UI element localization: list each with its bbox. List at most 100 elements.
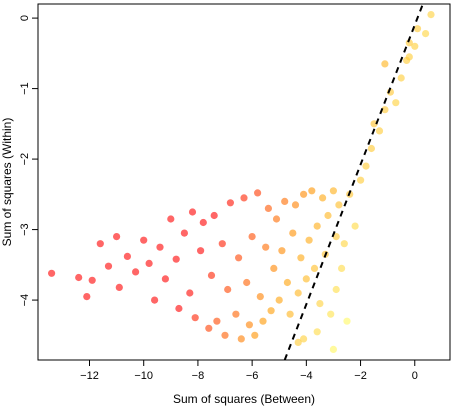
scatter-point bbox=[327, 310, 335, 318]
scatter-point bbox=[132, 268, 140, 276]
scatter-point bbox=[123, 252, 131, 260]
scatter-point bbox=[332, 285, 340, 294]
scatter-point bbox=[305, 236, 313, 244]
scatter-point bbox=[329, 345, 337, 353]
scatter-point bbox=[256, 293, 264, 301]
scatter-point bbox=[167, 215, 175, 223]
x-axis: −12 −10 −8 −6 −4 −2 0 bbox=[80, 360, 418, 382]
scatter-point bbox=[191, 314, 199, 322]
scatter-point bbox=[156, 243, 164, 251]
scatter-point bbox=[267, 307, 275, 315]
scatter-point bbox=[145, 259, 153, 267]
scatter-point bbox=[357, 176, 365, 184]
scatter-point bbox=[175, 304, 183, 313]
x-axis-label: Sum of squares (Between) bbox=[173, 392, 315, 406]
scatter-point bbox=[313, 328, 321, 336]
x-tick-label: −4 bbox=[300, 370, 313, 382]
scatter-point bbox=[213, 317, 221, 325]
scatter-point bbox=[272, 215, 281, 223]
scatter-point bbox=[392, 99, 400, 107]
scatter-point bbox=[221, 331, 229, 339]
scatter-point bbox=[362, 162, 370, 170]
plot-area-frame bbox=[37, 3, 451, 361]
scatter-point bbox=[113, 233, 121, 241]
scatter-point bbox=[302, 275, 310, 283]
scatter-point bbox=[259, 317, 267, 325]
scatter-point bbox=[245, 321, 253, 329]
y-tick-label: −2 bbox=[19, 153, 31, 166]
scatter-point bbox=[210, 211, 218, 220]
scatter-point bbox=[264, 204, 272, 212]
scatter-point bbox=[205, 324, 213, 332]
scatter-point bbox=[243, 278, 251, 287]
scatter-point bbox=[411, 42, 419, 50]
scatter-point bbox=[248, 233, 256, 241]
scatter-point bbox=[286, 310, 294, 318]
scatter-point bbox=[254, 189, 262, 197]
x-tick-label: −2 bbox=[354, 370, 367, 382]
scatter-point bbox=[88, 276, 96, 284]
x-tick-label: −12 bbox=[80, 370, 99, 382]
scatter-point bbox=[381, 106, 389, 114]
scatter-point bbox=[278, 247, 286, 255]
scatter-point bbox=[291, 201, 300, 209]
scatter-point bbox=[329, 187, 337, 195]
scatter-point bbox=[96, 240, 104, 248]
reference-line bbox=[283, 3, 424, 361]
scatter-point bbox=[283, 278, 291, 287]
scatter-point bbox=[180, 229, 188, 237]
scatter-point bbox=[48, 269, 56, 277]
scatter-point bbox=[351, 222, 359, 230]
x-tick-label: −10 bbox=[134, 370, 153, 382]
y-tick-label: 0 bbox=[19, 15, 31, 21]
scatter-point bbox=[224, 285, 232, 294]
scatter-point bbox=[218, 240, 226, 248]
scatter-points bbox=[48, 11, 435, 353]
scatter-point bbox=[140, 236, 148, 244]
scatter-point bbox=[332, 233, 340, 241]
y-tick-label: −1 bbox=[19, 82, 31, 95]
scatter-point bbox=[237, 335, 245, 343]
scatter-point bbox=[151, 296, 159, 304]
scatter-point bbox=[338, 264, 346, 272]
scatter-point bbox=[308, 187, 316, 195]
scatter-point bbox=[161, 275, 169, 283]
scatter-point bbox=[370, 120, 378, 128]
scatter-point bbox=[413, 25, 422, 33]
scatter-point bbox=[313, 222, 321, 230]
scatter-point bbox=[172, 255, 180, 263]
scatter-point bbox=[316, 300, 324, 308]
scatter-point bbox=[232, 310, 240, 318]
scatter-point bbox=[310, 264, 319, 272]
scatter-point bbox=[235, 254, 243, 262]
scatter-point bbox=[381, 60, 389, 68]
scatter-point bbox=[375, 127, 384, 135]
scatter-point bbox=[422, 29, 430, 38]
scatter-point bbox=[300, 190, 308, 198]
y-axis: −4 −3 −2 −1 0 bbox=[19, 15, 38, 306]
scatter-point bbox=[275, 296, 283, 304]
scatter-point bbox=[427, 11, 435, 19]
x-tick-label: 0 bbox=[412, 370, 418, 382]
scatter-point bbox=[297, 254, 305, 262]
scatter-point bbox=[270, 264, 278, 272]
scatter-point bbox=[340, 240, 348, 248]
scatter-point bbox=[294, 289, 302, 297]
scatter-point bbox=[226, 199, 234, 207]
scatter-point bbox=[324, 211, 332, 220]
scatter-point bbox=[343, 317, 351, 325]
scatter-point bbox=[75, 273, 83, 282]
scatter-point bbox=[240, 194, 248, 202]
scatter-point bbox=[262, 243, 270, 251]
scatter-point bbox=[115, 283, 123, 291]
y-tick-label: −4 bbox=[19, 294, 31, 307]
scatter-point bbox=[251, 331, 259, 339]
scatter-point bbox=[289, 229, 297, 237]
scatter-point bbox=[405, 53, 413, 61]
scatter-point bbox=[207, 271, 216, 279]
scatter-point bbox=[197, 247, 205, 255]
y-axis-label: Sum of squares (Within) bbox=[0, 118, 14, 247]
scatter-point bbox=[367, 144, 375, 153]
x-tick-label: −6 bbox=[246, 370, 259, 382]
scatter-point bbox=[319, 194, 327, 202]
